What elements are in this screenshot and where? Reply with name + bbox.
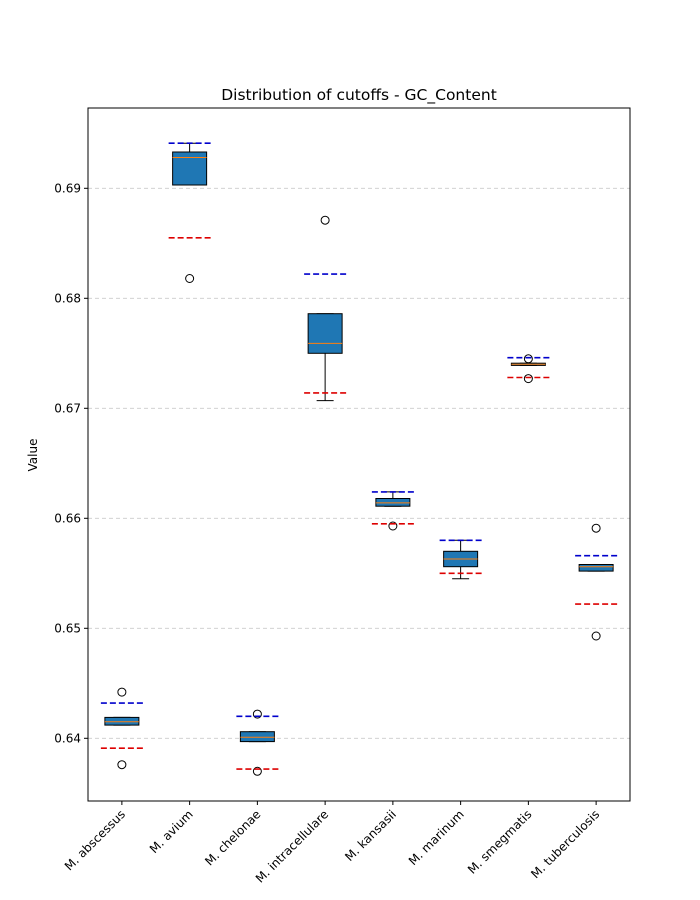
y-tick-label: 0.65 (54, 621, 81, 635)
y-tick-label: 0.69 (54, 181, 81, 195)
outlier-point (591, 631, 601, 641)
mark-layer (100, 142, 618, 776)
outlier-point (320, 215, 330, 225)
box-iqr (104, 716, 140, 726)
box-iqr (172, 151, 208, 186)
chart-title: Distribution of cutoffs - GC_Content (221, 86, 497, 105)
box-iqr (578, 564, 614, 572)
outlier-point (523, 374, 533, 384)
outlier-point (252, 766, 262, 776)
box-iqr (375, 498, 411, 507)
outlier-point (523, 354, 533, 364)
y-tick-label: 0.68 (54, 291, 81, 305)
outlier-point (117, 687, 127, 697)
y-tick-label: 0.64 (54, 731, 81, 745)
outlier-point (117, 760, 127, 770)
outlier-point (591, 523, 601, 533)
box-iqr (307, 313, 343, 354)
box-iqr (239, 731, 275, 743)
plot-frame (87, 107, 631, 802)
outlier-point (252, 709, 262, 719)
grid-layer (88, 187, 630, 739)
outlier-point (185, 274, 195, 283)
y-tick-label: 0.66 (54, 511, 81, 525)
y-tick-label: 0.67 (54, 401, 81, 415)
y-axis-label: Value (26, 439, 40, 472)
outlier-point (388, 521, 398, 531)
